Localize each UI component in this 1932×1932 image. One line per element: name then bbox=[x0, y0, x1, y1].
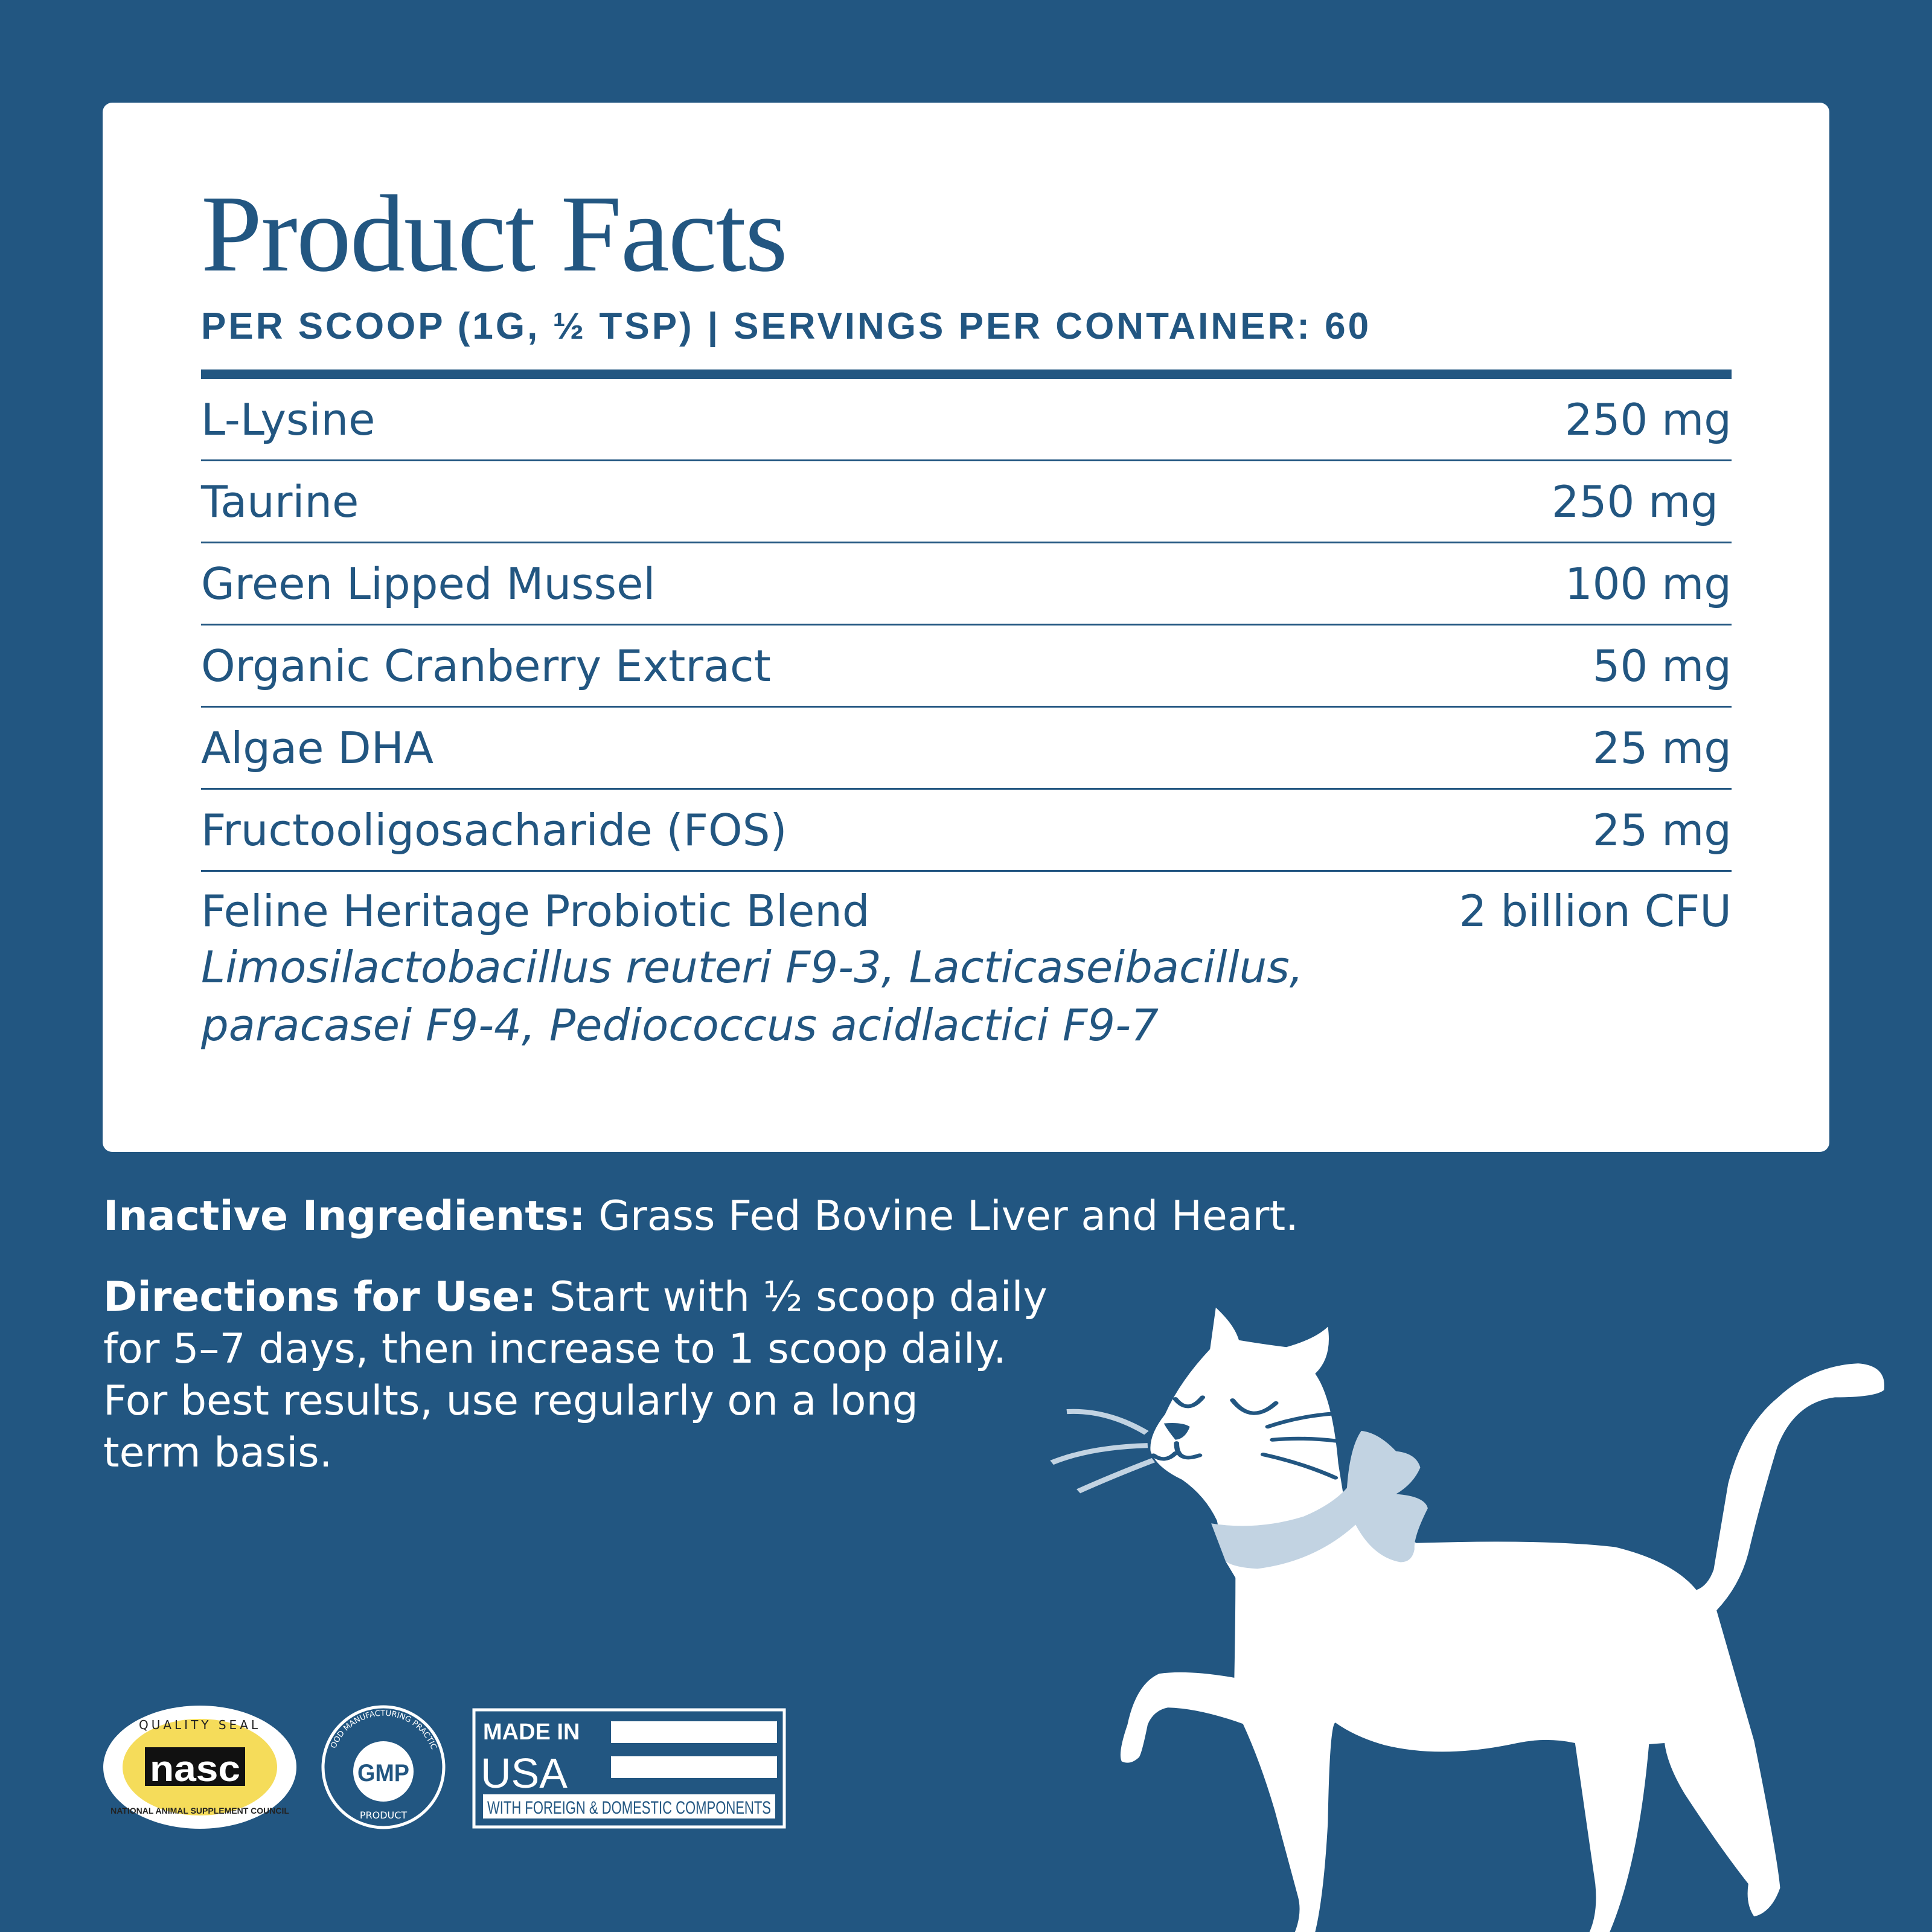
nasc-quality-seal-logo: nasc QUALITY SEAL NATIONAL ANIMAL SUPPLE… bbox=[103, 1706, 296, 1829]
inactive-label: Inactive Ingredients: bbox=[103, 1192, 586, 1240]
cat-illustration bbox=[1050, 1307, 1885, 1932]
directions-label: Directions for Use: bbox=[103, 1273, 537, 1321]
ingredient-name: Organic Cranberry Extract bbox=[201, 640, 771, 691]
nasc-mark: nasc bbox=[150, 1748, 240, 1789]
usa-text: USA bbox=[481, 1750, 568, 1797]
ingredient-name: Green Lipped Mussel bbox=[201, 558, 656, 609]
ingredient-amount: 50 mg bbox=[1592, 640, 1732, 691]
table-row: Algae DHA 25 mg bbox=[201, 708, 1732, 790]
gmp-product-text: PRODUCT bbox=[360, 1809, 408, 1821]
ingredient-amount: 2 billion CFU bbox=[1459, 886, 1732, 936]
table-row: Taurine 250 mg bbox=[201, 461, 1732, 543]
directions-text: for 5–7 days, then increase to 1 scoop d… bbox=[103, 1325, 1006, 1373]
cat-nose bbox=[1163, 1423, 1190, 1440]
cat-bow bbox=[1211, 1430, 1428, 1569]
facts-table: L-Lysine 250 mg Taurine 250 mg Green Lippe… bbox=[201, 379, 1732, 1054]
serving-size: PER SCOOP (1G, ½ TSP) bbox=[201, 305, 694, 347]
ingredient-amount: 25 mg bbox=[1592, 804, 1732, 856]
inactive-ingredients: Inactive Ingredients: Grass Fed Bovine L… bbox=[103, 1191, 1299, 1243]
separator: | bbox=[707, 305, 721, 347]
cat-whiskers bbox=[1050, 1409, 1156, 1494]
serving-info: PER SCOOP (1G, ½ TSP) | SERVINGS PER CONTA… bbox=[201, 305, 1371, 348]
table-row: Fructooligosacharide (FOS) 25 mg bbox=[201, 790, 1732, 872]
table-row: Green Lipped Mussel 100 mg bbox=[201, 543, 1732, 625]
ingredient-amount: 250 mg bbox=[1551, 476, 1718, 527]
ingredient-amount: 25 mg bbox=[1592, 722, 1732, 773]
ingredient-name: Algae DHA bbox=[201, 722, 434, 773]
ingredient-name: L-Lysine bbox=[201, 394, 376, 445]
cat-body bbox=[1120, 1307, 1885, 1932]
gmp-badge-logo: GMP GOOD MANUFACTURING PRACTICE PRODUCT bbox=[320, 1704, 446, 1829]
nasc-council-text: NATIONAL ANIMAL SUPPLEMENT COUNCIL bbox=[110, 1806, 289, 1815]
table-row: Feline Heritage Probiotic Blend 2 billio… bbox=[201, 872, 1732, 1054]
page-title: Product Facts bbox=[201, 173, 788, 295]
directions-text: term basis. bbox=[103, 1429, 333, 1477]
table-row: Organic Cranberry Extract 50 mg bbox=[201, 625, 1732, 708]
inactive-text: Grass Fed Bovine Liver and Heart. bbox=[585, 1192, 1299, 1240]
made-in-usa-badge: MADE IN USA WITH FOREIGN & DOMESTIC COMP… bbox=[472, 1708, 786, 1829]
directions: Directions for Use: Start with ½ scoop d… bbox=[103, 1271, 1048, 1479]
gmp-mark: GMP bbox=[357, 1760, 409, 1786]
directions-text: For best results, use regularly on a lon… bbox=[103, 1377, 918, 1425]
directions-text: Start with ½ scoop daily bbox=[536, 1273, 1048, 1321]
components-note: WITH FOREIGN & DOMESTIC COMPONENTS bbox=[487, 1798, 771, 1818]
nasc-quality-seal-text: QUALITY SEAL bbox=[139, 1718, 261, 1732]
probiotic-strains-line: paracasei F9-4, Pediococcus acidlactici … bbox=[201, 1000, 1159, 1051]
product-facts-card: Product Facts PER SCOOP (1G, ½ TSP) | SERV… bbox=[103, 103, 1829, 1152]
ingredient-name: Fructooligosacharide (FOS) bbox=[201, 804, 787, 856]
header-divider bbox=[201, 369, 1732, 379]
ingredient-amount: 250 mg bbox=[1564, 394, 1732, 445]
ingredient-amount: 100 mg bbox=[1564, 558, 1732, 609]
servings-per-container: SERVINGS PER CONTAINER: 60 bbox=[734, 305, 1372, 347]
ingredient-name: Feline Heritage Probiotic Blend bbox=[201, 886, 870, 936]
ingredient-name: Taurine bbox=[201, 476, 359, 527]
probiotic-strains-line: Limosilactobacillus reuteri F9-3, Lactic… bbox=[201, 942, 1303, 993]
cat-face-lines bbox=[1151, 1395, 1340, 1480]
table-row: L-Lysine 250 mg bbox=[201, 379, 1732, 461]
made-in-text: MADE IN bbox=[483, 1719, 580, 1745]
